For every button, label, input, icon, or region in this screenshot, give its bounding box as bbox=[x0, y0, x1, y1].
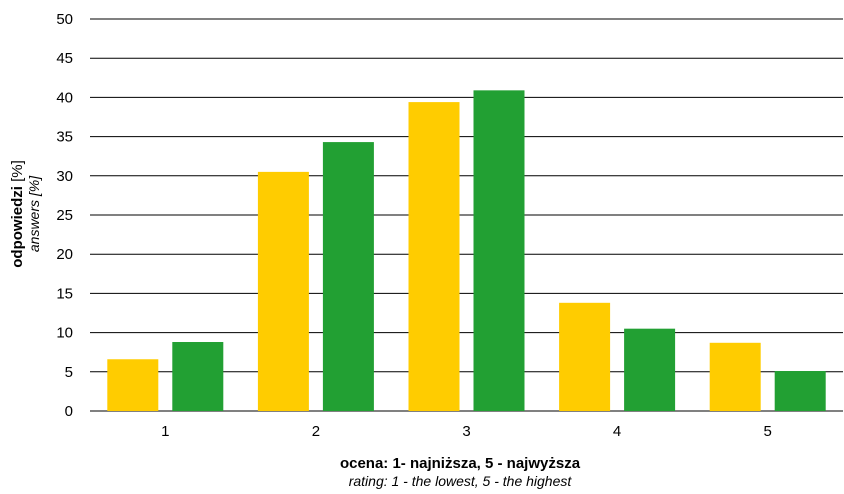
x-axis-subtitle: rating: 1 - the lowest, 5 - the highest bbox=[349, 473, 573, 489]
y-tick-label: 30 bbox=[56, 168, 73, 185]
x-tick-label: 1 bbox=[161, 423, 169, 440]
x-tick-label: 5 bbox=[764, 423, 772, 440]
y-tick-label: 0 bbox=[65, 403, 73, 420]
bar-category-4-series-2 bbox=[624, 328, 676, 411]
bar-category-1-series-1 bbox=[107, 359, 159, 411]
x-axis-title: ocena: 1- najniższa, 5 - najwyższa bbox=[340, 455, 581, 472]
bar-category-2-series-2 bbox=[322, 142, 374, 411]
y-tick-label: 45 bbox=[56, 50, 73, 67]
y-tick-label: 50 bbox=[56, 11, 73, 28]
bar-category-5-series-2 bbox=[774, 371, 826, 411]
x-tick-label: 3 bbox=[462, 423, 470, 440]
y-tick-label: 15 bbox=[56, 285, 73, 302]
y-axis-ticks: 0 5 10 15 20 25 30 35 40 45 50 bbox=[56, 11, 73, 420]
y-axis-title-unit: [%] bbox=[9, 160, 26, 186]
bar-category-4-series-1 bbox=[559, 302, 611, 411]
y-tick-label: 20 bbox=[56, 246, 73, 263]
bars bbox=[107, 90, 826, 412]
bar-category-3-series-1 bbox=[408, 102, 460, 411]
y-axis-title-bold: odpowiedzi bbox=[9, 186, 26, 268]
y-tick-label: 5 bbox=[65, 364, 73, 381]
y-tick-label: 25 bbox=[56, 207, 73, 224]
y-axis-subtitle: answers [%] bbox=[26, 175, 42, 252]
y-tick-label: 35 bbox=[56, 129, 73, 146]
x-tick-label: 2 bbox=[312, 423, 320, 440]
bar-category-2-series-1 bbox=[257, 171, 309, 411]
bar-category-3-series-2 bbox=[473, 90, 525, 412]
x-axis-ticks: 1 2 3 4 5 bbox=[161, 423, 772, 440]
x-tick-label: 4 bbox=[613, 423, 621, 440]
y-axis-title: odpowiedzi [%] bbox=[9, 160, 26, 268]
y-tick-label: 40 bbox=[56, 89, 73, 106]
bar-category-5-series-1 bbox=[709, 342, 761, 411]
bar-category-1-series-2 bbox=[172, 342, 224, 411]
y-tick-label: 10 bbox=[56, 325, 73, 342]
